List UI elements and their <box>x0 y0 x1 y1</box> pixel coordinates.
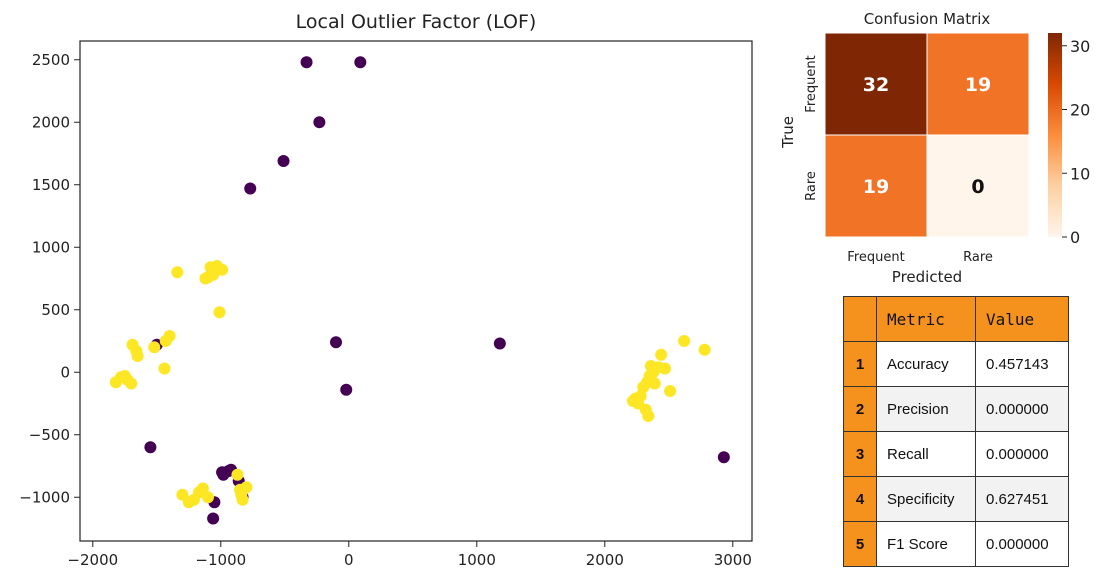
y-tick-label: −1000 <box>19 488 70 506</box>
y-tick-label: 2000 <box>32 113 70 131</box>
table-row: 3 Recall 0.000000 <box>843 431 1069 477</box>
metric-value: 0.000000 <box>975 386 1069 432</box>
metric-name: F1 Score <box>876 521 976 567</box>
scatter-point-outlier <box>144 441 157 454</box>
colorbar-tick-label: 30 <box>1070 37 1090 56</box>
lof-scatter-chart: Local Outlier Factor (LOF) −2000 −1000 0 100… <box>19 11 753 569</box>
cm-x-axis-label: Predicted <box>892 268 962 286</box>
colorbar <box>1048 33 1062 237</box>
cm-x-tick-label: Rare <box>963 250 993 265</box>
cm-cell <box>824 134 928 238</box>
table-row: 4 Specificity 0.627451 <box>843 476 1069 522</box>
scatter-point-inlier <box>131 350 144 362</box>
x-tick-label: 2000 <box>586 551 624 569</box>
metrics-header-row: Metric Value <box>843 296 1069 342</box>
scatter-point-outlier <box>313 116 326 129</box>
scatter-point-inlier <box>664 385 677 397</box>
row-index: 2 <box>843 386 877 432</box>
cm-cell-value: 19 <box>863 176 889 198</box>
scatter-point-inlier <box>213 306 226 319</box>
metric-name: Accuracy <box>876 341 976 387</box>
scatter-point-inlier <box>678 335 691 347</box>
scatter-point-inlier <box>235 488 248 501</box>
cm-title: Confusion Matrix <box>864 10 991 28</box>
metric-name: Recall <box>876 431 976 477</box>
scatter-point-inlier <box>658 362 671 375</box>
metric-name: Specificity <box>876 476 976 522</box>
plot-frame <box>79 40 753 542</box>
cm-cell-value: 0 <box>971 176 984 198</box>
row-index: 3 <box>843 431 877 477</box>
scatter-point-inlier <box>171 266 184 279</box>
metric-value: 0.000000 <box>975 431 1069 477</box>
metric-value: 0.000000 <box>975 521 1069 567</box>
cm-y-axis-label: True <box>779 116 797 149</box>
scatter-point-inlier <box>698 343 711 356</box>
cm-x-tick-label: Frequent <box>847 250 904 265</box>
scatter-point-outlier <box>277 155 290 167</box>
scatter-point-outlier <box>717 451 730 464</box>
scatter-point-outlier <box>354 56 367 69</box>
scatter-point-inlier <box>648 377 661 390</box>
chart-title: Local Outlier Factor (LOF) <box>296 11 537 33</box>
cm-y-tick-label: Rare <box>804 171 819 201</box>
scatter-point-outlier <box>300 56 313 69</box>
scatter-point-inlier <box>196 482 209 495</box>
colorbar-tick-label: 10 <box>1070 164 1090 183</box>
table-row: 1 Accuracy 0.457143 <box>843 341 1069 387</box>
x-tick-label: 1000 <box>458 551 496 569</box>
scatter-point-inlier <box>642 410 655 422</box>
header-index <box>843 296 877 342</box>
scatter-point-inlier <box>202 491 214 504</box>
scatter-point-outlier <box>207 512 220 525</box>
y-tick-label: 0 <box>60 363 70 381</box>
y-tick-label: 2500 <box>32 51 70 69</box>
y-tick-label: 500 <box>41 301 70 319</box>
x-tick-label: 0 <box>344 551 354 569</box>
cm-cell <box>926 134 1030 238</box>
scatter-point-inlier <box>163 330 176 342</box>
header-metric: Metric <box>876 296 976 342</box>
y-tick-label: 1000 <box>32 238 70 256</box>
metric-value: 0.457143 <box>975 341 1069 387</box>
scatter-point-inlier <box>125 377 138 390</box>
scatter-point-inlier <box>158 362 171 375</box>
colorbar-tick-label: 0 <box>1070 228 1080 247</box>
table-row: 5 F1 Score 0.000000 <box>843 521 1069 567</box>
colorbar-tick-label: 20 <box>1070 101 1090 120</box>
cm-cell-value: 32 <box>863 74 889 96</box>
metric-value: 0.627451 <box>975 476 1069 522</box>
scatter-point-inlier <box>199 272 212 285</box>
row-index: 4 <box>843 476 877 522</box>
row-index: 1 <box>843 341 877 387</box>
scatter-point-inlier <box>231 468 244 481</box>
y-tick-label: −500 <box>29 426 70 444</box>
cm-y-tick-label: Frequent <box>804 55 819 112</box>
x-tick-label: 3000 <box>714 551 752 569</box>
header-value: Value <box>975 296 1069 342</box>
x-tick-label: −2000 <box>67 551 118 569</box>
y-tick-label: 1500 <box>32 176 70 194</box>
metrics-table: Metric Value 1 Accuracy 0.457143 2 Preci… <box>843 296 1069 567</box>
confusion-matrix-chart: Confusion Matrix 32 19 19 0 Frequent Rare Frequ… <box>779 10 1090 286</box>
scatter-point-outlier <box>244 182 257 195</box>
cm-cell-value: 19 <box>965 74 991 96</box>
metric-name: Precision <box>876 386 976 432</box>
x-tick-label: −1000 <box>195 551 246 569</box>
scatter-point-inlier <box>655 348 668 361</box>
scatter-point-outlier <box>493 337 506 350</box>
scatter-point-inlier <box>148 341 161 354</box>
scatter-point-outlier <box>330 336 342 349</box>
table-row: 2 Precision 0.000000 <box>843 386 1069 432</box>
row-index: 5 <box>843 521 877 567</box>
scatter-point-inlier <box>216 263 229 276</box>
cm-cell <box>824 32 928 136</box>
scatter-point-outlier <box>340 383 353 396</box>
